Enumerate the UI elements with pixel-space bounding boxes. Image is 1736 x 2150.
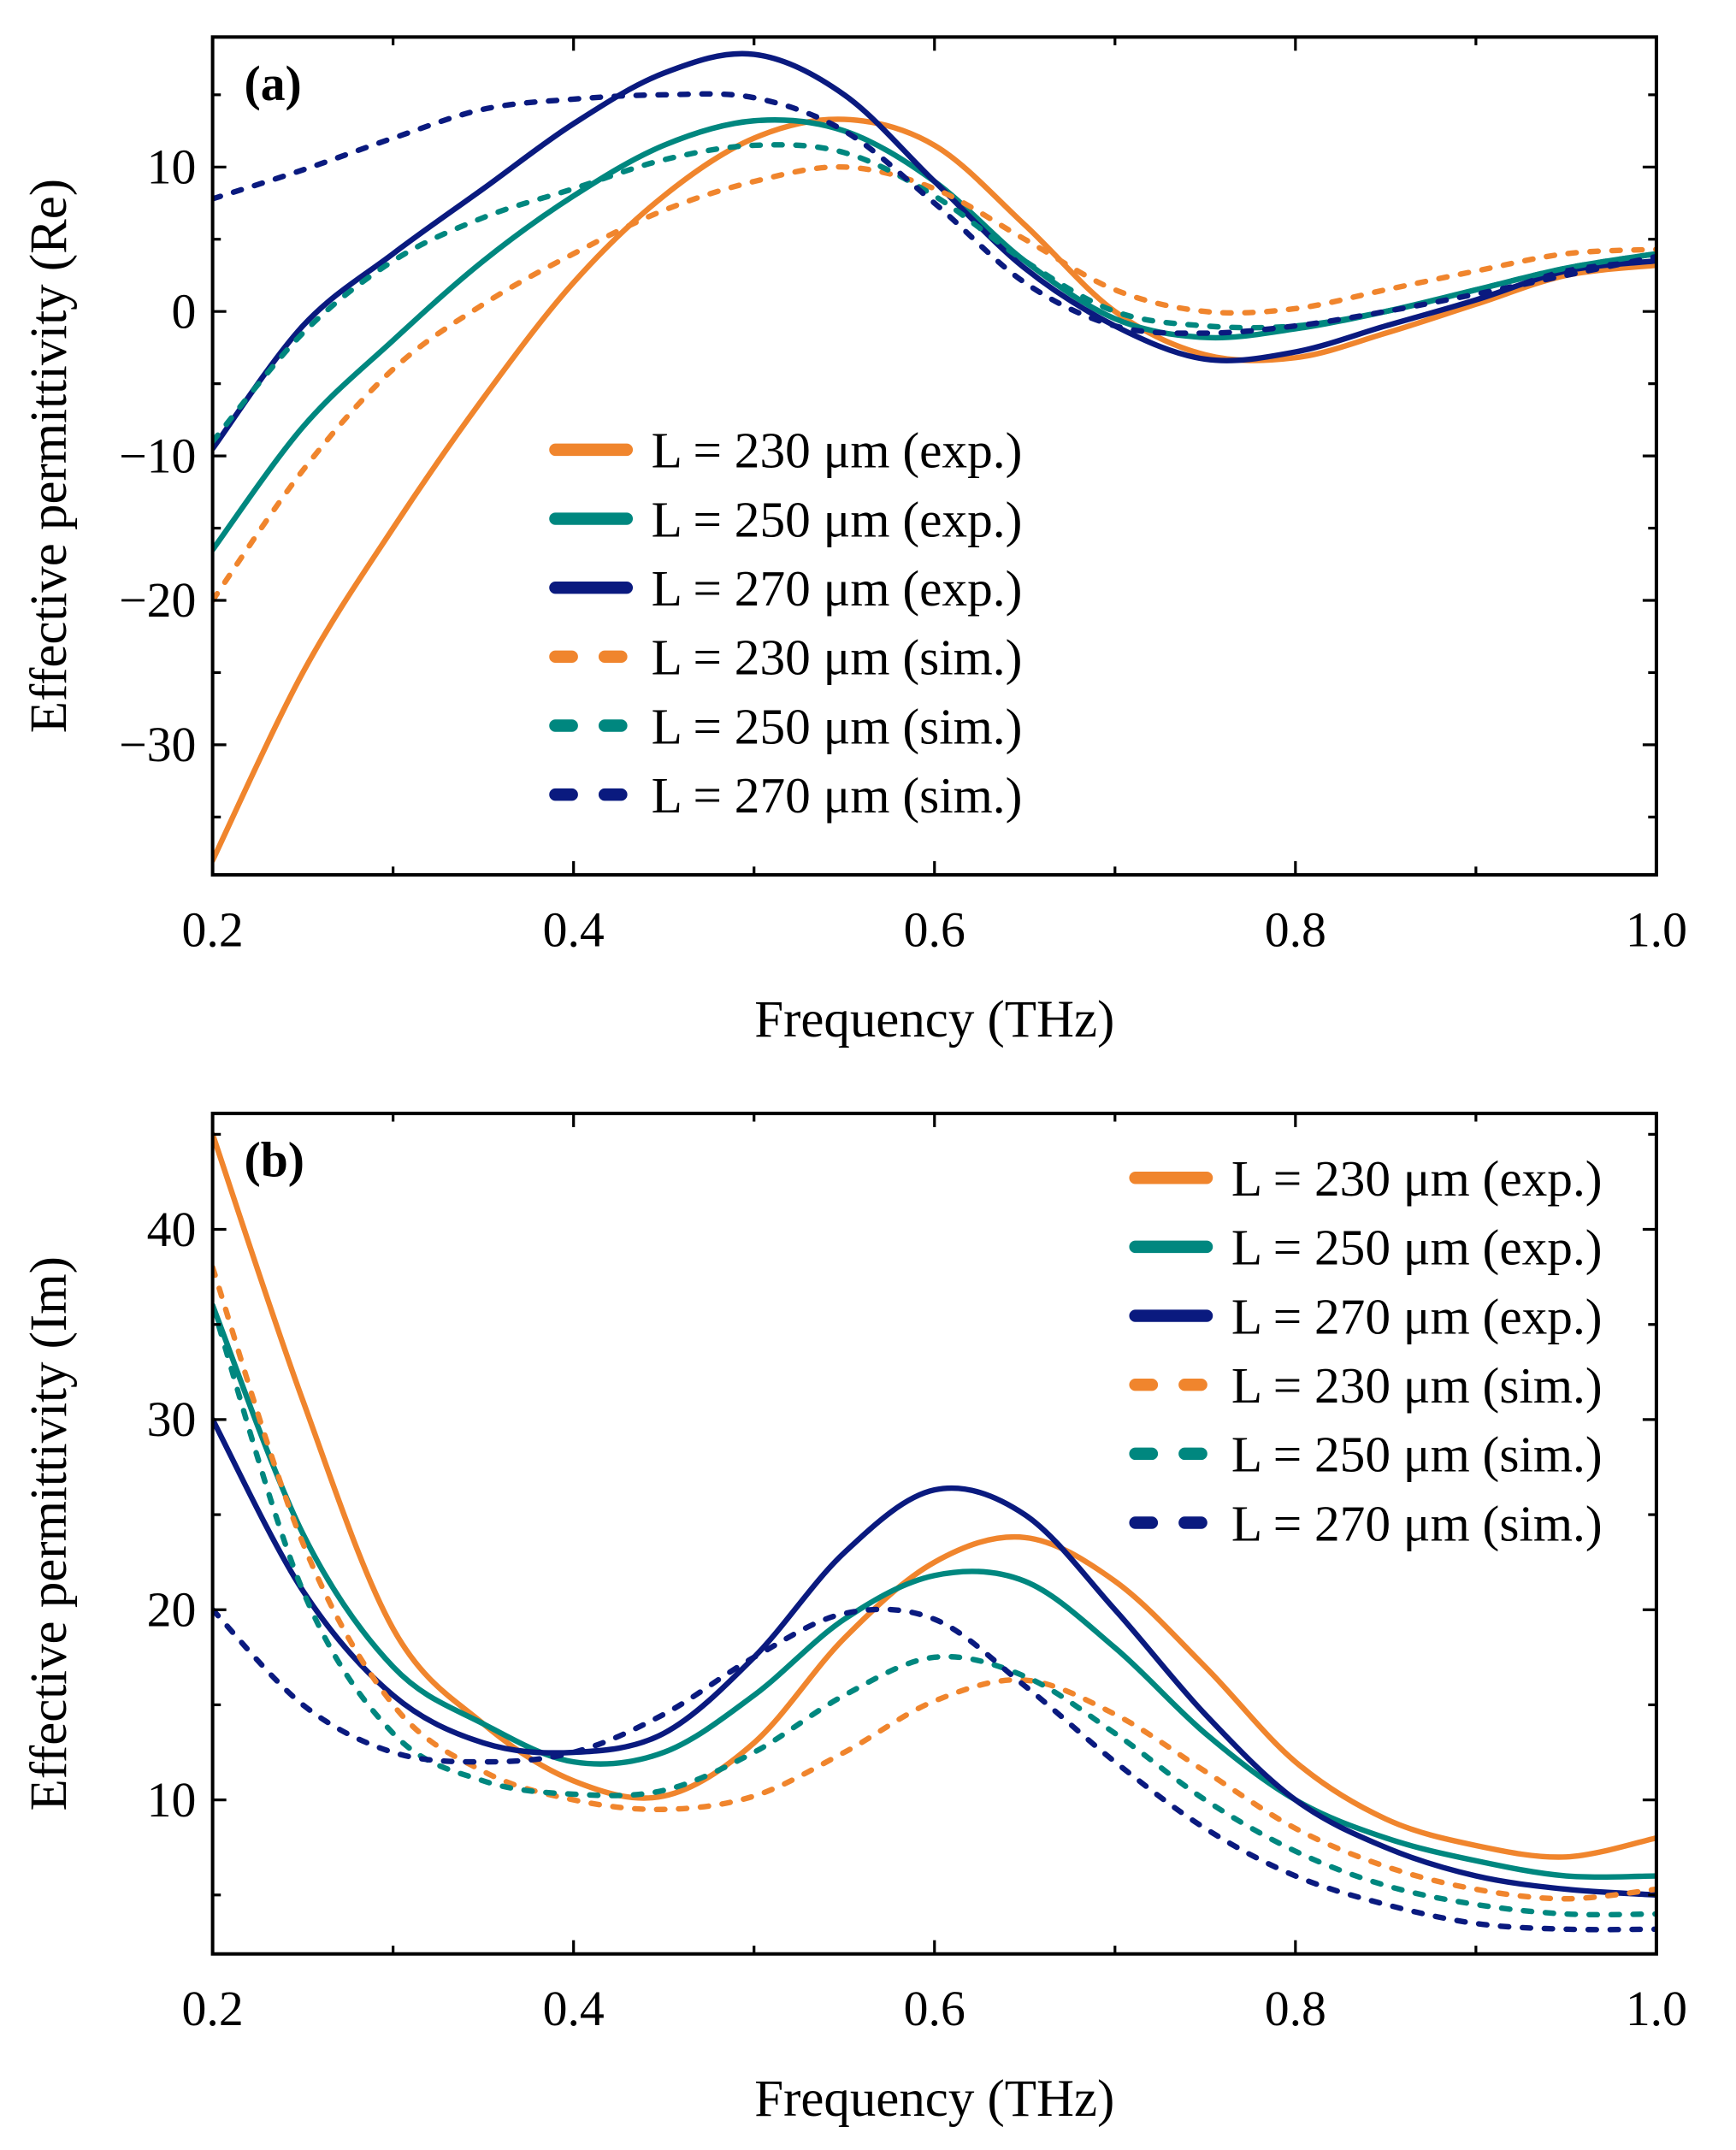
y-tick-label: 0: [172, 285, 197, 339]
y-tick-label: −10: [119, 429, 196, 483]
series-line-3: [212, 1264, 1656, 1902]
y-tick-label: 10: [147, 141, 197, 195]
legend-label-2: L = 270 μm (exp.): [652, 560, 1023, 617]
legend-label-2: L = 270 μm (exp.): [1231, 1288, 1603, 1344]
y-tick-label: −30: [119, 718, 196, 772]
legend-label-3: L = 230 μm (sim.): [1231, 1357, 1603, 1414]
series-line-5: [212, 1606, 1656, 1933]
x-tick-label: 1.0: [1626, 1982, 1687, 2036]
y-tick-label: −20: [119, 574, 196, 628]
panel-b: 0.2 0.4 0.6 0.8 1.0 10 20 30 40 Frequency (THz) Ef…: [21, 1111, 1687, 2128]
x-tick-label: 1.0: [1626, 903, 1687, 957]
y-tick-label: 30: [147, 1393, 197, 1447]
panel-label: (b): [244, 1134, 304, 1188]
series-line-0: [212, 1131, 1656, 1860]
legend-label-4: L = 250 μm (sim.): [652, 698, 1023, 754]
x-tick-label: 0.6: [904, 1982, 965, 2036]
series-group: [212, 1131, 1656, 1933]
legend: L = 230 μm (exp.) L = 250 μm (exp.) L = 27…: [1129, 1150, 1603, 1551]
x-tick-label: 0.4: [543, 1982, 605, 2036]
x-axis-label: Frequency (THz): [754, 991, 1114, 1048]
series-line-2: [212, 1416, 1656, 1899]
legend-label-3: L = 230 μm (sim.): [652, 629, 1023, 686]
x-tick-label: 0.8: [1265, 1982, 1326, 2036]
y-axis-label: Effective permittivity (Re): [21, 179, 78, 733]
x-tick-label: 0.6: [904, 903, 965, 957]
y-tick-label: 10: [147, 1774, 197, 1828]
x-tick-label: 0.4: [543, 903, 605, 957]
series-line-2: [212, 50, 1656, 452]
y-tick-label: 40: [147, 1203, 197, 1257]
legend: L = 230 μm (exp.) L = 250 μm (exp.) L = 27…: [549, 422, 1023, 824]
series-line-3: [212, 163, 1656, 604]
legend-label-0: L = 230 μm (exp.): [652, 422, 1023, 479]
legend-label-5: L = 270 μm (sim.): [1231, 1495, 1603, 1551]
series-line-5: [212, 91, 1656, 336]
x-tick-label: 0.2: [182, 903, 244, 957]
series-group: [212, 50, 1656, 864]
series-line-1: [212, 1302, 1656, 1881]
series-line-4: [212, 1302, 1656, 1918]
legend-label-1: L = 250 μm (exp.): [1231, 1220, 1603, 1276]
x-tick-label: 0.2: [182, 1982, 244, 2036]
x-tick-label: 0.8: [1265, 903, 1326, 957]
panel-label: (a): [244, 57, 301, 111]
panel-a: 0.2 0.4 0.6 0.8 1.0 −30 −20 −10 0 10 Frequency (TH…: [21, 35, 1687, 1048]
legend-label-5: L = 270 μm (sim.): [652, 767, 1023, 824]
legend-label-1: L = 250 μm (exp.): [652, 491, 1023, 547]
legend-label-4: L = 250 μm (sim.): [1231, 1426, 1603, 1483]
legend-label-0: L = 230 μm (exp.): [1231, 1150, 1603, 1207]
series-line-4: [212, 142, 1656, 445]
y-axis-label: Effective permittivity (Im): [21, 1256, 78, 1810]
y-tick-label: 20: [147, 1583, 197, 1637]
x-axis-label: Frequency (THz): [754, 2070, 1114, 2128]
